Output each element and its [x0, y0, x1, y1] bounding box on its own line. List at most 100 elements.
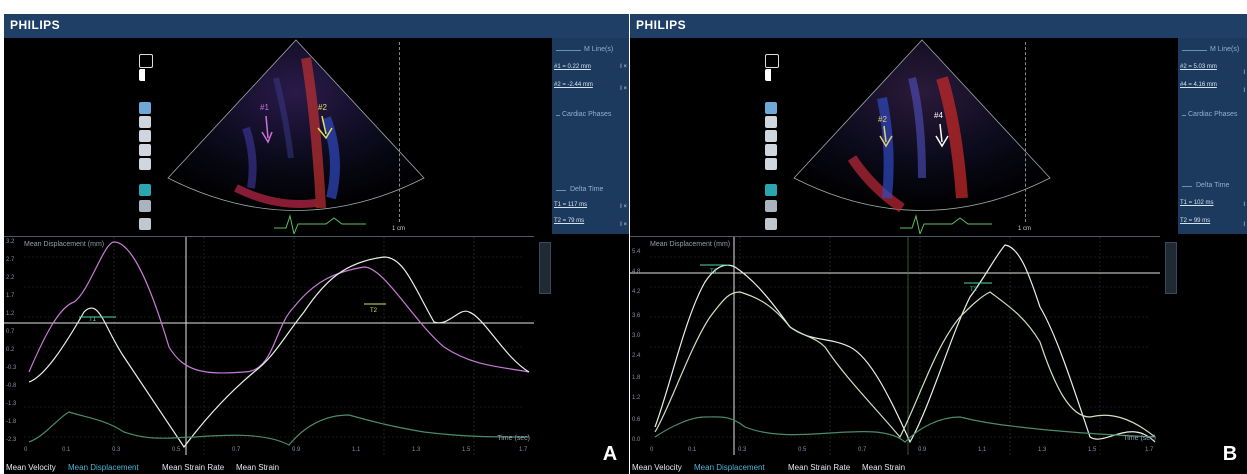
y-tick: 3.6: [632, 313, 641, 319]
philips-logo: PHILIPS: [10, 18, 61, 32]
zoom-reset-icon[interactable]: [139, 144, 151, 156]
delta-item-1[interactable]: T1 = 102 ms: [1180, 200, 1214, 206]
zoom-out-icon[interactable]: [765, 130, 777, 142]
graph-zoom-controls[interactable]: [1165, 242, 1177, 294]
mline-item-2[interactable]: #2 = -2.44 mm: [554, 82, 593, 88]
delta-item-2[interactable]: T2 = 99 ms: [1180, 218, 1211, 224]
mline-item-1[interactable]: #1 = 0.22 mm: [554, 64, 591, 70]
zoom-in-icon[interactable]: [765, 116, 777, 128]
heart-gray-icon[interactable]: [765, 200, 777, 212]
measurement-sidebar: M Line(s) #1 = 0.22 mm I × #2 = -2.44 mm…: [552, 38, 629, 234]
x-tick: 0.9: [292, 447, 301, 453]
x-tick: 0.1: [688, 447, 697, 453]
curve-label-t2: T2: [970, 287, 978, 293]
x-tick: 0.1: [62, 447, 71, 453]
graph-tabs: Mean Velocity Mean Displacement Mean Str…: [630, 456, 1247, 474]
tab-mean-displacement[interactable]: Mean Displacement: [68, 463, 139, 472]
scale-label: 1 cm: [392, 226, 406, 232]
panel-a: PHILIPS #1 #2 1 cm: [4, 14, 629, 474]
graph-canvas: T1 T2: [4, 237, 534, 455]
displacement-graph[interactable]: T1 T2 Mean Displacement (mm) 3.2 2.7 2.2…: [4, 236, 534, 455]
tab-mean-strain-rate[interactable]: Mean Strain Rate: [788, 463, 851, 472]
mline-item-2[interactable]: #2 = 5.03 mm: [1180, 64, 1217, 70]
y-tick: -0.8: [6, 383, 17, 389]
x-tick: 0.3: [112, 447, 121, 453]
time-axis-label: Time (sec): [497, 435, 530, 442]
y-tick: 0.0: [632, 437, 641, 443]
y-tick: 2.4: [632, 353, 641, 359]
pointer-icon[interactable]: [139, 102, 151, 114]
curve-label-t2: T2: [370, 308, 378, 314]
zoom-reset-icon[interactable]: [765, 144, 777, 156]
brand-bar: PHILIPS: [4, 14, 629, 38]
displacement-graph[interactable]: T1 T2 Mean Displacement (mm) 5.4 4.8 4.2…: [630, 236, 1160, 455]
tab-mean-strain-rate[interactable]: Mean Strain Rate: [162, 463, 225, 472]
brain-icon[interactable]: [139, 218, 151, 230]
philips-logo: PHILIPS: [636, 18, 687, 32]
y-tick: -1.3: [6, 401, 17, 407]
y-tick: 0.6: [632, 417, 641, 423]
zoom-out-icon[interactable]: [139, 130, 151, 142]
x-tick: 1.5: [1088, 447, 1097, 453]
x-tick: 1.1: [352, 447, 361, 453]
x-tick: 0.5: [172, 447, 181, 453]
brain-icon[interactable]: [765, 218, 777, 230]
x-tick: 1.7: [519, 447, 528, 453]
curve-label-t1: T1: [710, 269, 718, 275]
y-tick: 4.2: [632, 289, 641, 295]
segment-label-1: #1: [260, 103, 269, 112]
graph-zoom-controls[interactable]: [539, 242, 551, 294]
zoom-in-icon[interactable]: [139, 116, 151, 128]
tab-mean-velocity[interactable]: Mean Velocity: [632, 463, 682, 472]
panel-letter-a: A: [596, 440, 624, 468]
sun-icon[interactable]: [765, 54, 779, 68]
delta-time-header: Delta Time: [1196, 182, 1230, 189]
x-tick: 0: [650, 447, 654, 453]
delta-time-header: Delta Time: [570, 186, 604, 193]
x-tick: 1.1: [978, 447, 987, 453]
panel-letter-b: B: [1216, 440, 1244, 468]
brand-bar: PHILIPS: [630, 14, 1247, 38]
y-tick: -1.8: [6, 419, 17, 425]
delta-item-1[interactable]: T1 = 117 ms: [554, 202, 588, 208]
x-tick: 0: [24, 447, 28, 453]
mline-header: M Line(s): [584, 46, 614, 53]
y-tick: -0.3: [6, 365, 17, 371]
contrast-icon[interactable]: [765, 69, 777, 81]
depth-scale: [1025, 42, 1028, 222]
x-tick: 1.3: [1038, 447, 1047, 453]
y-tick: 1.7: [6, 293, 15, 299]
pointer-icon[interactable]: [765, 102, 777, 114]
segment-label-4: #4: [934, 111, 943, 120]
delta-item-2[interactable]: T2 = 79 ms: [554, 218, 585, 224]
x-tick: 1.7: [1145, 447, 1154, 453]
y-tick: 5.4: [632, 249, 641, 255]
y-tick: 2.2: [6, 275, 15, 281]
y-tick: -2.3: [6, 437, 17, 443]
x-tick: 0.5: [798, 447, 807, 453]
y-tick: 3.0: [632, 333, 641, 339]
measurement-sidebar: M Line(s) #2 = 5.03 mm I #4 = 4.16 mm I …: [1178, 38, 1247, 234]
echo-sector-image: #1 #2: [167, 39, 425, 234]
mline-item-4[interactable]: #4 = 4.16 mm: [1180, 82, 1217, 88]
hand-icon[interactable]: [765, 158, 777, 170]
x-tick: 0.3: [738, 447, 747, 453]
cardiac-phases-header: Cardiac Phases: [1188, 111, 1238, 118]
y-tick: 1.2: [632, 395, 641, 401]
heart-gray-icon[interactable]: [139, 200, 151, 212]
heart-color-icon[interactable]: [765, 184, 777, 196]
x-tick: 0.7: [232, 447, 241, 453]
tab-mean-strain[interactable]: Mean Strain: [236, 463, 280, 472]
sun-icon[interactable]: [139, 54, 153, 68]
y-tick: 1.8: [632, 375, 641, 381]
tab-mean-velocity[interactable]: Mean Velocity: [6, 463, 56, 472]
tab-mean-displacement[interactable]: Mean Displacement: [694, 463, 765, 472]
segment-label-2: #2: [318, 103, 327, 112]
graph-tabs: Mean Velocity Mean Displacement Mean Str…: [4, 456, 629, 474]
y-tick: 4.8: [632, 269, 641, 275]
hand-icon[interactable]: [139, 158, 151, 170]
contrast-icon[interactable]: [139, 69, 151, 81]
heart-color-icon[interactable]: [139, 184, 151, 196]
tab-mean-strain[interactable]: Mean Strain: [862, 463, 906, 472]
y-tick: 0.2: [6, 347, 15, 353]
